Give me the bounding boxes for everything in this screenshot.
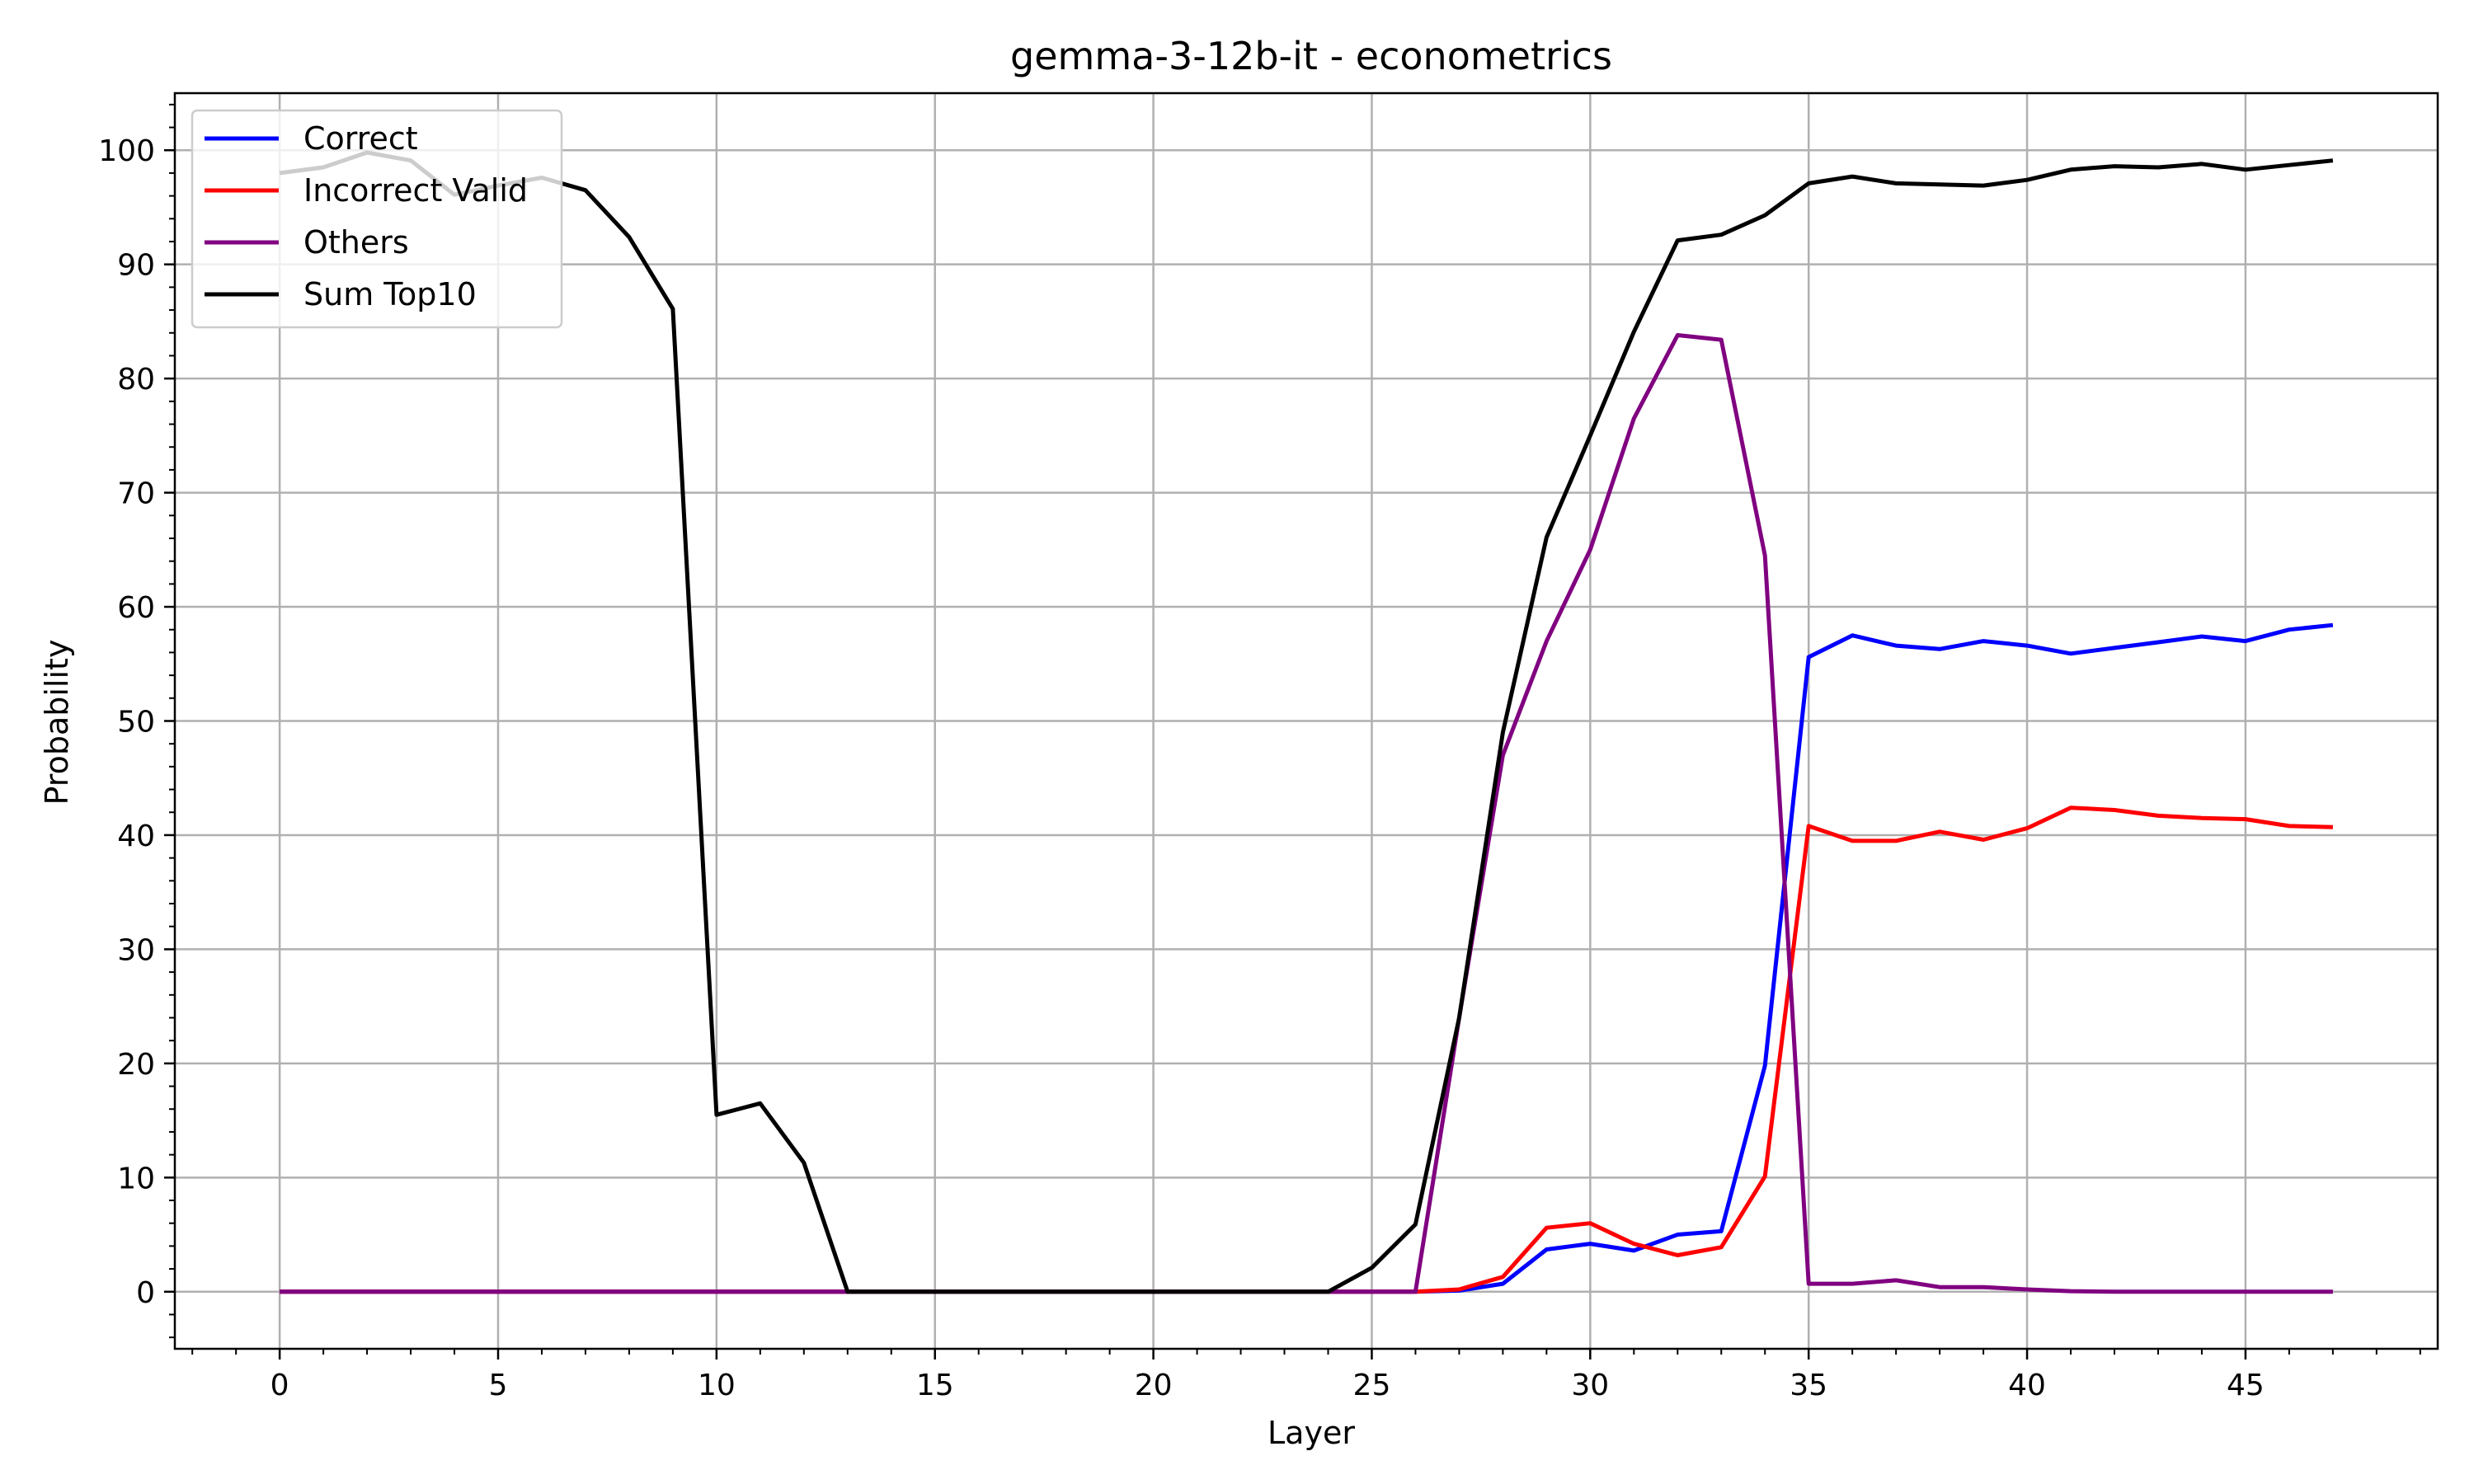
x-tick-label: 30 xyxy=(1571,1369,1609,1402)
series-lines xyxy=(279,150,2334,1294)
y-tick-label: 20 xyxy=(117,1048,155,1082)
series-line-incorrect-valid xyxy=(280,805,2333,1294)
y-tick-label: 10 xyxy=(117,1162,155,1195)
x-tick-label: 45 xyxy=(2227,1369,2265,1402)
x-tick-label: 35 xyxy=(1790,1369,1827,1402)
y-tick-label: 70 xyxy=(117,477,155,511)
y-tick-label: 50 xyxy=(117,706,155,740)
series-line-correct xyxy=(280,622,2334,1294)
series-line-sum-top10 xyxy=(279,150,2334,1294)
x-tick-label: 25 xyxy=(1353,1369,1391,1402)
x-tick-label: 10 xyxy=(698,1369,736,1402)
y-tick-label: 100 xyxy=(98,134,155,168)
x-axis-label: Layer xyxy=(1268,1415,1355,1451)
y-axis-label: Probability xyxy=(39,640,75,805)
legend-frame xyxy=(190,109,563,329)
legend-label: Correct xyxy=(303,120,418,157)
legend-label: Sum Top10 xyxy=(303,276,477,312)
y-axis: 0 10 20 30 40 50 60 70 80 90 100 xyxy=(98,103,175,1339)
x-tick-label: 20 xyxy=(1135,1369,1173,1402)
series-line-others xyxy=(280,333,2333,1294)
y-tick-label: 90 xyxy=(117,249,155,283)
x-tick-label: 15 xyxy=(916,1369,954,1402)
y-tick-label: 40 xyxy=(117,819,155,853)
y-tick-label: 0 xyxy=(136,1276,155,1310)
y-tick-label: 30 xyxy=(117,933,155,967)
legend: Correct Incorrect Valid Others Sum Top10 xyxy=(190,109,563,329)
chart-title: gemma-3-12b-it - econometrics xyxy=(1010,34,1612,78)
legend-label: Others xyxy=(303,224,409,261)
legend-label: Incorrect Valid xyxy=(303,172,528,209)
x-tick-label: 0 xyxy=(270,1369,289,1402)
x-tick-label: 40 xyxy=(2008,1369,2046,1402)
x-axis: 0 5 10 15 20 25 30 35 40 45 xyxy=(191,1349,2421,1402)
y-tick-label: 80 xyxy=(117,363,155,397)
y-tick-label: 60 xyxy=(117,591,155,625)
x-tick-label: 5 xyxy=(489,1369,508,1402)
